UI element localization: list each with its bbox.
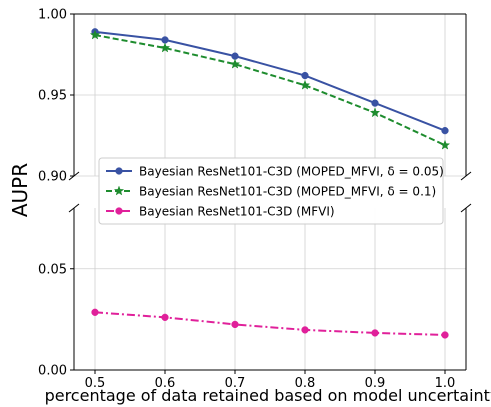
y-axis-label: AUPR [8, 163, 32, 217]
series-line-1 [94, 30, 446, 132]
data-point-series-3 [161, 313, 169, 322]
data-point-series-2 [369, 107, 381, 118]
legend-marker-3 [115, 207, 123, 215]
legend-marker-1 [115, 167, 123, 175]
y-tick-label: 0.90 [38, 170, 67, 185]
legend-label-1: Bayesian ResNet101-C3D (MOPED_MFVI, δ = … [139, 165, 444, 179]
data-point-series-3 [91, 308, 99, 316]
axis-break-mark [460, 203, 472, 213]
data-point-series-3 [371, 329, 379, 337]
data-point-series-1 [161, 36, 169, 44]
legend-label-2: Bayesian ResNet101-C3D (MOPED_MFVI, δ = … [139, 185, 436, 199]
x-tick-label: 0.5 [85, 376, 106, 391]
axis-break-mark [68, 171, 80, 181]
series-line-2 [94, 34, 446, 147]
data-point-series-1 [441, 126, 449, 135]
data-point-series-2 [159, 42, 171, 53]
data-point-series-1 [231, 52, 239, 60]
data-point-series-2 [229, 58, 241, 69]
x-axis-label: percentage of data retained based on mod… [45, 386, 491, 405]
x-tick-label: 0.7 [225, 376, 246, 391]
x-tick-label: 0.8 [295, 376, 316, 391]
x-tick-label: 0.9 [365, 376, 386, 391]
data-point-series-1 [301, 71, 309, 80]
labels-layer: 0.90 0.95 1.00 0.00 0.05 0.5 0.6 0.7 0.8 0.9 1.0 [38, 8, 455, 392]
data-point-series-1 [371, 99, 379, 107]
data-point-series-2 [89, 29, 101, 40]
series-line-3 [94, 311, 446, 336]
axis-break-mark [68, 203, 80, 213]
axes-layer [68, 13, 472, 374]
data-point-series-2 [439, 139, 451, 150]
legend-marker-2 [113, 185, 125, 196]
data-point-series-3 [441, 331, 449, 339]
x-tick-label: 0.6 [155, 376, 176, 391]
legend-label-3: Bayesian ResNet101-C3D (MFVI) [139, 205, 335, 219]
y-tick-label: 1.00 [38, 8, 67, 23]
y-tick-label: 0.05 [38, 262, 67, 277]
y-tick-label: 0.95 [38, 89, 67, 104]
legend: Bayesian ResNet101-C3D (MOPED_MFVI, δ = … [98, 157, 444, 225]
x-tick-label: 1.0 [435, 376, 456, 391]
series-layer [89, 28, 451, 339]
data-point-series-3 [231, 320, 239, 329]
axis-break-mark [460, 171, 472, 181]
legend-box [98, 157, 444, 225]
data-point-series-2 [299, 79, 311, 90]
data-point-series-3 [301, 326, 309, 334]
y-tick-label: 0.00 [38, 364, 67, 379]
